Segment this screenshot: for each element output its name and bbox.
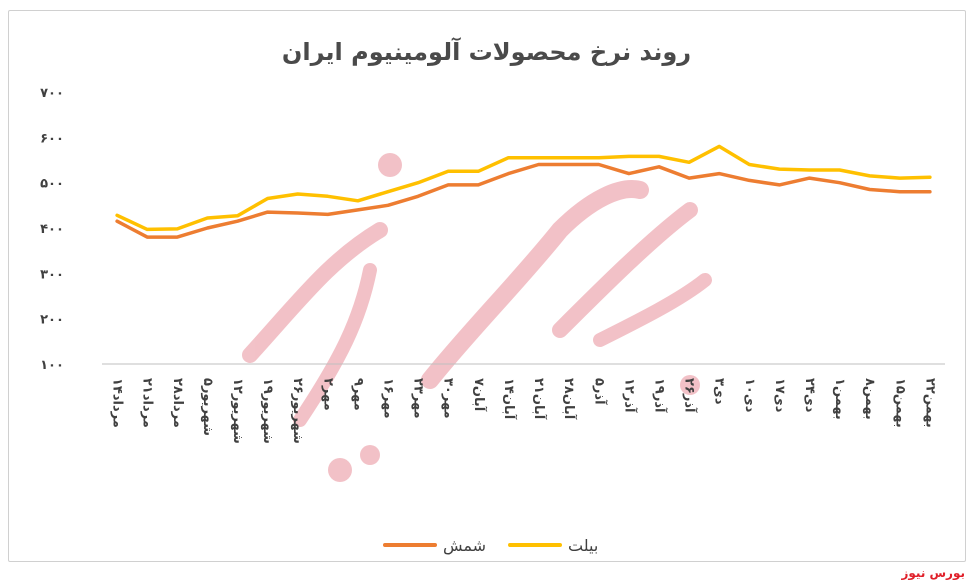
- x-tick-label: ۱۹شهریور: [260, 378, 275, 444]
- x-tick-label: ۳دی: [712, 378, 727, 405]
- watermark-stamp-graphic: [242, 153, 712, 482]
- x-tick-label: ۱۴مرداد: [110, 378, 125, 428]
- source-watermark: بورس نیوز: [901, 566, 965, 580]
- x-tick-label: ۲۱آبان: [531, 378, 548, 420]
- x-tick-label: ۱۷دی: [772, 378, 787, 413]
- x-tick-label: ۲مهر: [320, 378, 335, 411]
- y-tick-label: ۵۰۰: [40, 177, 64, 192]
- x-tick-label: ۲۶آذر: [682, 378, 699, 413]
- x-tick-label: ۲۶شهریور: [290, 378, 305, 444]
- series-line-2: [115, 144, 932, 232]
- y-tick-label: ۳۰۰: [40, 267, 64, 282]
- y-tick-label: ۴۰۰: [40, 222, 64, 237]
- x-tick-label: ۱۴آبان: [501, 378, 518, 420]
- series-line-1: [115, 162, 932, 239]
- x-tick-label: ۲۱مرداد: [140, 378, 155, 428]
- x-tick-label: ۹مهر: [350, 378, 365, 411]
- x-tick-label: ۲۸مرداد: [170, 378, 185, 428]
- x-tick-label: ۲۸آبان: [561, 378, 578, 420]
- legend-label: بیلت: [568, 536, 598, 555]
- x-tick-label: ۷آبان: [471, 378, 488, 412]
- x-tick-label: ۵آذر: [591, 378, 608, 405]
- x-tick-label: ۲۴دی: [802, 378, 817, 413]
- chart-title: روند نرخ محصولات آلومینیوم ایران: [281, 38, 692, 66]
- x-tick-label: ۱۲آذر: [621, 378, 638, 413]
- y-tick-label: ۱۰۰: [40, 358, 64, 373]
- chart-frame: [8, 10, 966, 562]
- x-tick-label: ۳۰مهر: [441, 378, 456, 419]
- x-tick-label: ۱۹آذر: [651, 378, 668, 413]
- legend-label: شمش: [443, 536, 486, 556]
- x-tick-label: ۱بهمن: [832, 378, 847, 420]
- y-tick-label: ۲۰۰: [40, 313, 64, 328]
- x-tick-label: ۲۲بهمن: [922, 378, 937, 428]
- y-tick-label: ۶۰۰: [40, 131, 64, 146]
- x-tick-label: ۲۳مهر: [411, 378, 426, 419]
- x-tick-label: ۱۲شهریور: [230, 378, 245, 444]
- x-tick-label: ۵شهریور: [200, 378, 215, 436]
- y-tick-label: ۷۰۰: [40, 86, 64, 101]
- x-tick-label: ۱۰دی: [742, 378, 757, 413]
- x-tick-label: ۸بهمن: [862, 378, 877, 420]
- x-tick-label: ۱۶مهر: [381, 378, 396, 419]
- x-tick-label: ۱۵بهمن: [892, 378, 907, 428]
